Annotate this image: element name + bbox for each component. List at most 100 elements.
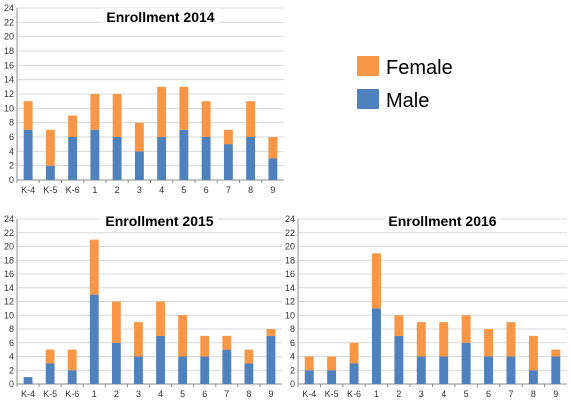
x-tick-label: 6 <box>204 185 209 195</box>
x-tick-label: 8 <box>248 185 253 195</box>
y-tick-label: 6 <box>9 132 14 142</box>
x-tick-label: K-6 <box>347 389 361 399</box>
bar-female <box>439 322 449 357</box>
bar-male <box>200 356 210 384</box>
bar-female <box>178 315 188 357</box>
y-tick-label: 2 <box>290 365 295 375</box>
bar-female <box>134 122 144 152</box>
bar-male <box>439 356 449 384</box>
bar-female <box>156 301 165 336</box>
y-tick-label: 16 <box>285 269 295 279</box>
y-tick-label: 2 <box>9 365 14 375</box>
bar-female <box>484 329 494 357</box>
y-tick-label: 0 <box>9 175 14 185</box>
y-tick-label: 4 <box>9 146 14 156</box>
y-tick-label: 14 <box>4 75 14 85</box>
x-tick-label: K-4 <box>302 389 316 399</box>
bar-female <box>416 322 426 357</box>
x-tick-label: 6 <box>486 389 491 399</box>
bar-female <box>23 101 33 130</box>
x-tick-label: 3 <box>419 389 424 399</box>
bar-female <box>68 115 78 137</box>
y-tick-label: 0 <box>9 379 14 389</box>
x-tick-label: 9 <box>553 389 558 399</box>
y-tick-label: 24 <box>4 214 14 224</box>
bar-male <box>67 370 77 384</box>
bar-male <box>68 137 78 180</box>
x-tick-label: 1 <box>92 185 97 195</box>
x-tick-label: K-4 <box>21 185 35 195</box>
y-tick-label: 24 <box>4 3 14 13</box>
bar-female <box>266 329 276 336</box>
y-tick-label: 24 <box>285 214 295 224</box>
bar-female <box>551 349 561 357</box>
x-tick-label: K-6 <box>65 389 79 399</box>
bar-male <box>156 335 165 384</box>
bar-male <box>90 129 100 180</box>
bar-male <box>23 377 33 384</box>
y-tick-label: 2 <box>9 161 14 171</box>
bar-male <box>484 356 494 384</box>
bar-male <box>178 356 188 384</box>
legend: Female Male <box>357 56 453 112</box>
x-tick-label: 4 <box>158 389 163 399</box>
x-tick-label: K-5 <box>43 389 57 399</box>
x-tick-label: 4 <box>441 389 446 399</box>
y-tick-label: 10 <box>4 103 14 113</box>
bar-male <box>45 363 55 384</box>
x-tick-label: 4 <box>159 185 164 195</box>
y-tick-label: 20 <box>4 32 14 42</box>
y-tick-label: 4 <box>9 352 14 362</box>
bar-female <box>90 94 100 130</box>
bar-male <box>157 137 167 180</box>
bar-female <box>506 322 516 357</box>
y-tick-label: 4 <box>290 352 295 362</box>
bar-female <box>89 239 99 295</box>
bar-female <box>268 137 278 159</box>
y-tick-label: 6 <box>9 338 14 348</box>
bar-male <box>551 356 561 384</box>
chart-title: Enrollment 2014 <box>106 9 214 25</box>
bar-male <box>201 137 211 180</box>
x-tick-label: 5 <box>181 185 186 195</box>
chart-title-background <box>102 8 219 26</box>
bar-male <box>506 356 516 384</box>
x-tick-label: 1 <box>92 389 97 399</box>
bar-male <box>461 342 471 384</box>
y-tick-label: 22 <box>4 228 14 238</box>
y-tick-label: 10 <box>285 310 295 320</box>
x-tick-label: K-6 <box>66 185 80 195</box>
y-tick-label: 18 <box>4 255 14 265</box>
chart-title: Enrollment 2015 <box>105 213 213 229</box>
bar-female <box>111 301 121 343</box>
bar-female <box>349 342 359 364</box>
bar-male <box>528 370 538 384</box>
bar-female <box>134 322 143 357</box>
legend-label-male: Male <box>386 90 429 112</box>
bar-male <box>134 356 143 384</box>
y-tick-label: 8 <box>9 118 14 128</box>
y-tick-label: 20 <box>285 242 295 252</box>
y-tick-label: 18 <box>4 46 14 56</box>
bar-male <box>327 370 337 384</box>
x-tick-label: 2 <box>396 389 401 399</box>
bar-female <box>223 129 233 145</box>
bar-female <box>327 356 337 371</box>
bar-female <box>222 335 232 350</box>
bar-male <box>244 363 254 384</box>
bar-female <box>246 101 256 137</box>
bar-female <box>528 335 538 371</box>
bar-male <box>268 158 278 180</box>
y-tick-label: 16 <box>4 60 14 70</box>
bar-male <box>349 363 359 384</box>
y-tick-label: 20 <box>4 242 14 252</box>
x-tick-label: 1 <box>374 389 379 399</box>
y-tick-label: 18 <box>285 255 295 265</box>
bar-male <box>371 308 381 384</box>
y-tick-label: 10 <box>4 310 14 320</box>
bar-female <box>112 94 122 137</box>
chart-title-background <box>101 212 218 230</box>
